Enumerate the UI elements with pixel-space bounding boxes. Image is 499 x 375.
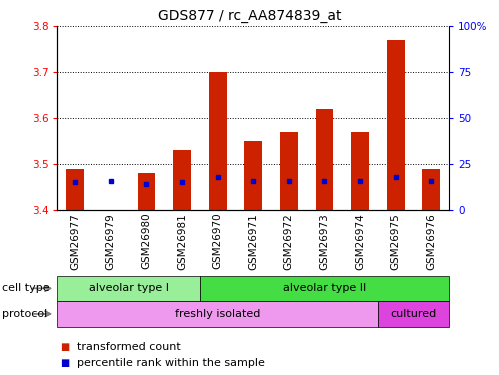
Bar (138, 173, 155, 210)
Text: alveolar type I: alveolar type I (89, 284, 169, 293)
Text: alveolar type II: alveolar type II (283, 284, 366, 293)
Text: ■: ■ (60, 342, 69, 352)
Bar (422, 169, 440, 210)
Bar (315, 109, 333, 210)
Bar (280, 132, 298, 210)
Bar (57, 301, 378, 327)
Bar (378, 301, 449, 327)
Text: transformed count: transformed count (77, 342, 181, 352)
Bar (209, 72, 227, 210)
Text: protocol: protocol (2, 309, 48, 319)
Bar (200, 276, 449, 301)
Text: cell type: cell type (2, 284, 50, 293)
Bar (66, 169, 84, 210)
Bar (245, 141, 262, 210)
Bar (351, 132, 369, 210)
Text: cultured: cultured (390, 309, 437, 319)
Bar (173, 150, 191, 210)
Text: ■: ■ (60, 358, 69, 368)
Text: percentile rank within the sample: percentile rank within the sample (77, 358, 265, 368)
Text: GDS877 / rc_AA874839_at: GDS877 / rc_AA874839_at (158, 9, 341, 23)
Bar (57, 276, 200, 301)
Bar (387, 40, 405, 210)
Text: freshly isolated: freshly isolated (175, 309, 260, 319)
